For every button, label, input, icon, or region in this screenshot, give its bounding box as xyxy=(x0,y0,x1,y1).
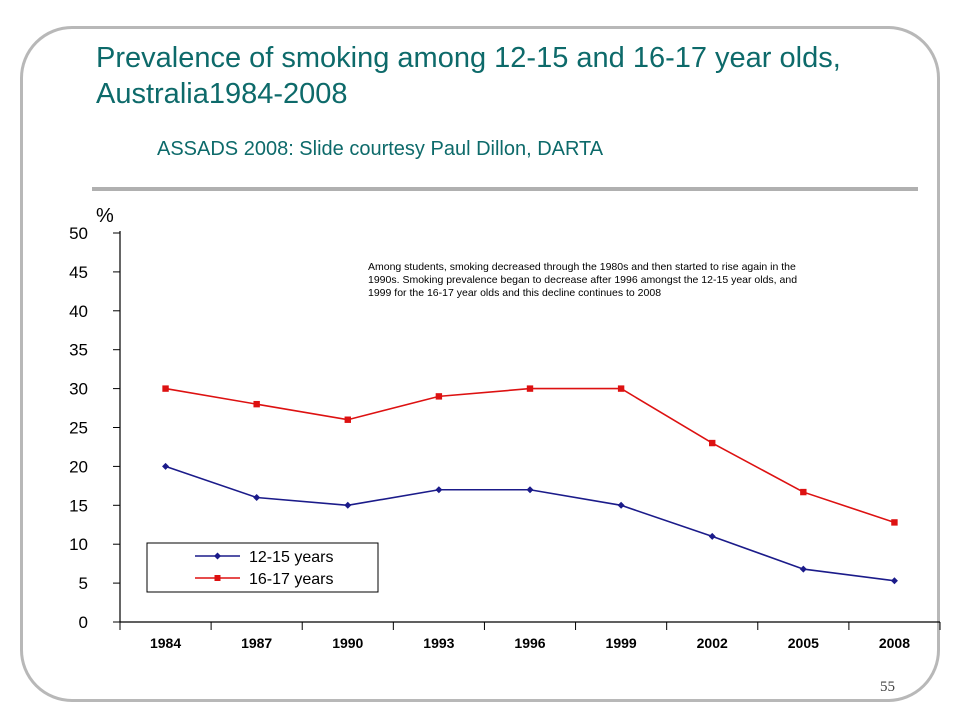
y-axis-label: % xyxy=(96,205,114,227)
data-point-12-15 xyxy=(162,462,170,470)
series-markers xyxy=(162,385,898,585)
title-divider xyxy=(92,187,918,191)
y-tick-label: 0 xyxy=(79,613,88,632)
legend-label-12-15: 12-15 years xyxy=(249,549,334,566)
x-axis-ticks: 1984 1987 1990 1993 1996 1999 2002 2005 2008 xyxy=(119,622,941,651)
legend-box xyxy=(146,542,379,593)
data-point-12-15 xyxy=(890,577,898,585)
y-tick-label: 40 xyxy=(69,302,88,321)
data-point-16-17 xyxy=(800,488,807,496)
legend-label-16-17: 16-17 years xyxy=(249,571,334,588)
slide-frame xyxy=(20,26,940,702)
y-axis-ticks: 0 5 10 15 20 25 30 35 40 45 50 xyxy=(69,224,120,632)
y-tick-label: 25 xyxy=(69,419,88,438)
y-tick-label: 15 xyxy=(69,496,88,515)
annotation-box: Among students, smoking decreased throug… xyxy=(368,261,798,299)
x-tick-label: 1999 xyxy=(606,635,637,651)
x-tick-label: 1996 xyxy=(514,635,545,651)
data-point-16-17 xyxy=(526,385,534,392)
y-tick-label: 5 xyxy=(79,574,88,593)
y-tick-label: 50 xyxy=(69,224,88,243)
data-point-16-17 xyxy=(891,519,898,526)
data-point-12-15 xyxy=(617,501,625,509)
y-tick-label: 10 xyxy=(69,535,88,554)
data-point-16-17 xyxy=(435,393,443,400)
y-tick-label: 35 xyxy=(69,341,88,360)
x-tick-label: 1984 xyxy=(150,635,181,651)
data-point-12-15 xyxy=(526,486,534,494)
x-tick-label: 1993 xyxy=(423,635,454,651)
series-line-16-17 xyxy=(165,387,895,524)
x-tick-label: 2005 xyxy=(788,635,819,651)
x-tick-label: 2002 xyxy=(697,635,728,651)
slide-title: Prevalence of smoking among 12-15 and 16… xyxy=(96,42,841,110)
y-tick-label: 20 xyxy=(69,457,88,476)
x-tick-label: 1987 xyxy=(241,635,272,651)
slide-subtitle: ASSADS 2008: Slide courtesy Paul Dillon,… xyxy=(157,138,604,160)
data-point-12-15 xyxy=(435,486,443,494)
x-tick-label: 1990 xyxy=(332,635,363,651)
data-point-16-17 xyxy=(344,416,351,423)
data-point-16-17 xyxy=(253,400,260,408)
data-point-12-15 xyxy=(344,501,352,509)
y-tick-label: 45 xyxy=(69,263,88,282)
chart-legend: 12-15 years 16-17 years xyxy=(146,542,379,593)
legend-marker-16-17 xyxy=(214,575,221,581)
data-point-12-15 xyxy=(708,532,716,540)
data-point-16-17 xyxy=(617,385,625,392)
legend-marker-12-15 xyxy=(214,552,221,560)
data-point-12-15 xyxy=(253,494,261,502)
data-point-16-17 xyxy=(709,439,716,447)
data-point-16-17 xyxy=(162,385,169,392)
page-number: 55 xyxy=(880,679,895,695)
chart-annotation: Among students, smoking decreased throug… xyxy=(368,261,798,299)
data-point-12-15 xyxy=(799,565,807,573)
y-tick-label: 30 xyxy=(69,380,88,399)
x-tick-label: 2008 xyxy=(879,635,910,651)
